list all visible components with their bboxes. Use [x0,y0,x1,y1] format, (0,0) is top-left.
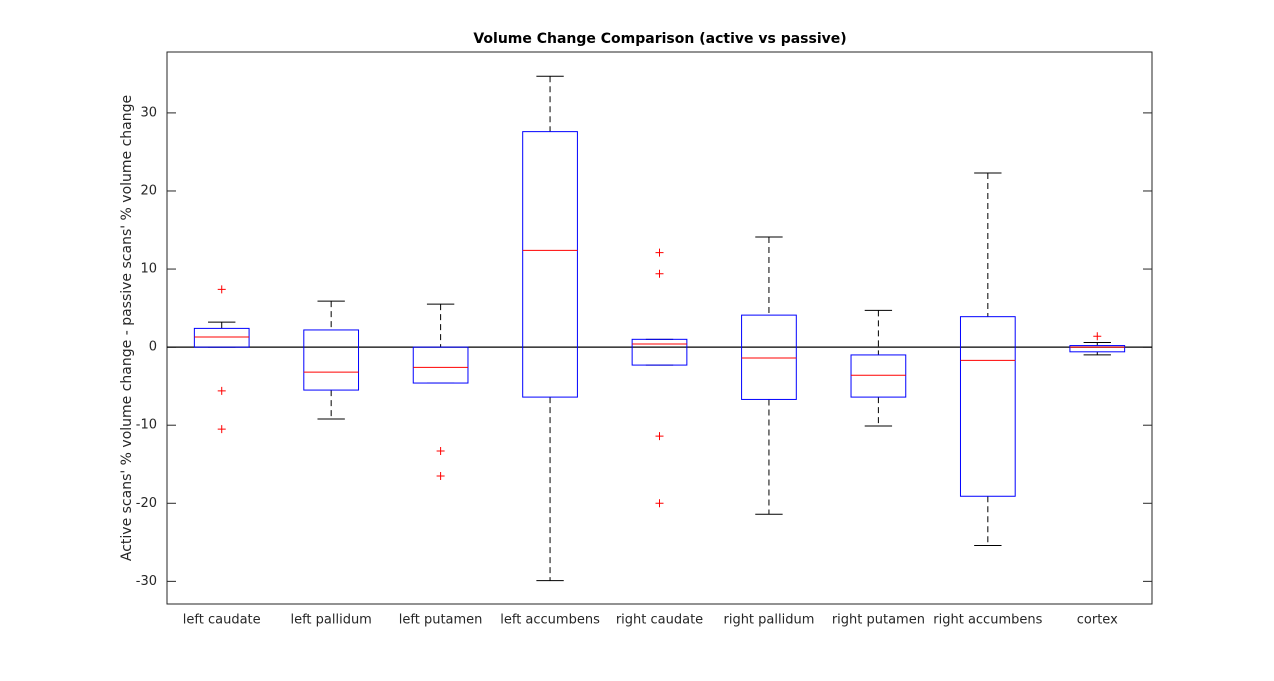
y-tick-label: 20 [140,183,157,198]
outlier [217,425,226,434]
box [959,316,1016,497]
x-tick-label: right accumbens [933,613,1042,628]
box [412,346,469,384]
outlier [1093,332,1102,341]
y-tick-label: -30 [136,574,157,589]
box [193,327,250,348]
chart-title: Volume Change Comparison (active vs pass… [473,31,846,47]
y-tick-label: 30 [140,105,157,120]
x-tick-label: right pallidum [723,613,814,628]
outlier [436,446,445,455]
box [1069,345,1126,353]
axes-box [166,51,1153,605]
x-tick-label: right caudate [616,613,703,628]
box [303,329,360,391]
x-tick-label: right putamen [832,613,925,628]
y-tick-label: -10 [136,418,157,433]
y-tick-label: 0 [149,340,157,355]
box [522,131,578,398]
outlier [655,248,664,257]
outlier [436,471,445,480]
outlier [655,499,664,508]
y-axis-label: Active scans' % volume change - passive … [119,95,135,561]
box [850,354,907,398]
outlier [217,285,226,294]
x-tick-label: left accumbens [500,613,600,628]
outlier [217,386,226,395]
box [741,314,797,400]
x-tick-label: left pallidum [290,613,371,628]
x-tick-label: left caudate [183,613,261,628]
y-tick-label: -20 [136,496,157,511]
outlier [655,269,664,278]
box [631,338,688,366]
x-tick-label: left putamen [399,613,483,628]
x-tick-label: cortex [1077,613,1118,628]
y-tick-label: 10 [140,262,157,277]
outlier [655,432,664,441]
